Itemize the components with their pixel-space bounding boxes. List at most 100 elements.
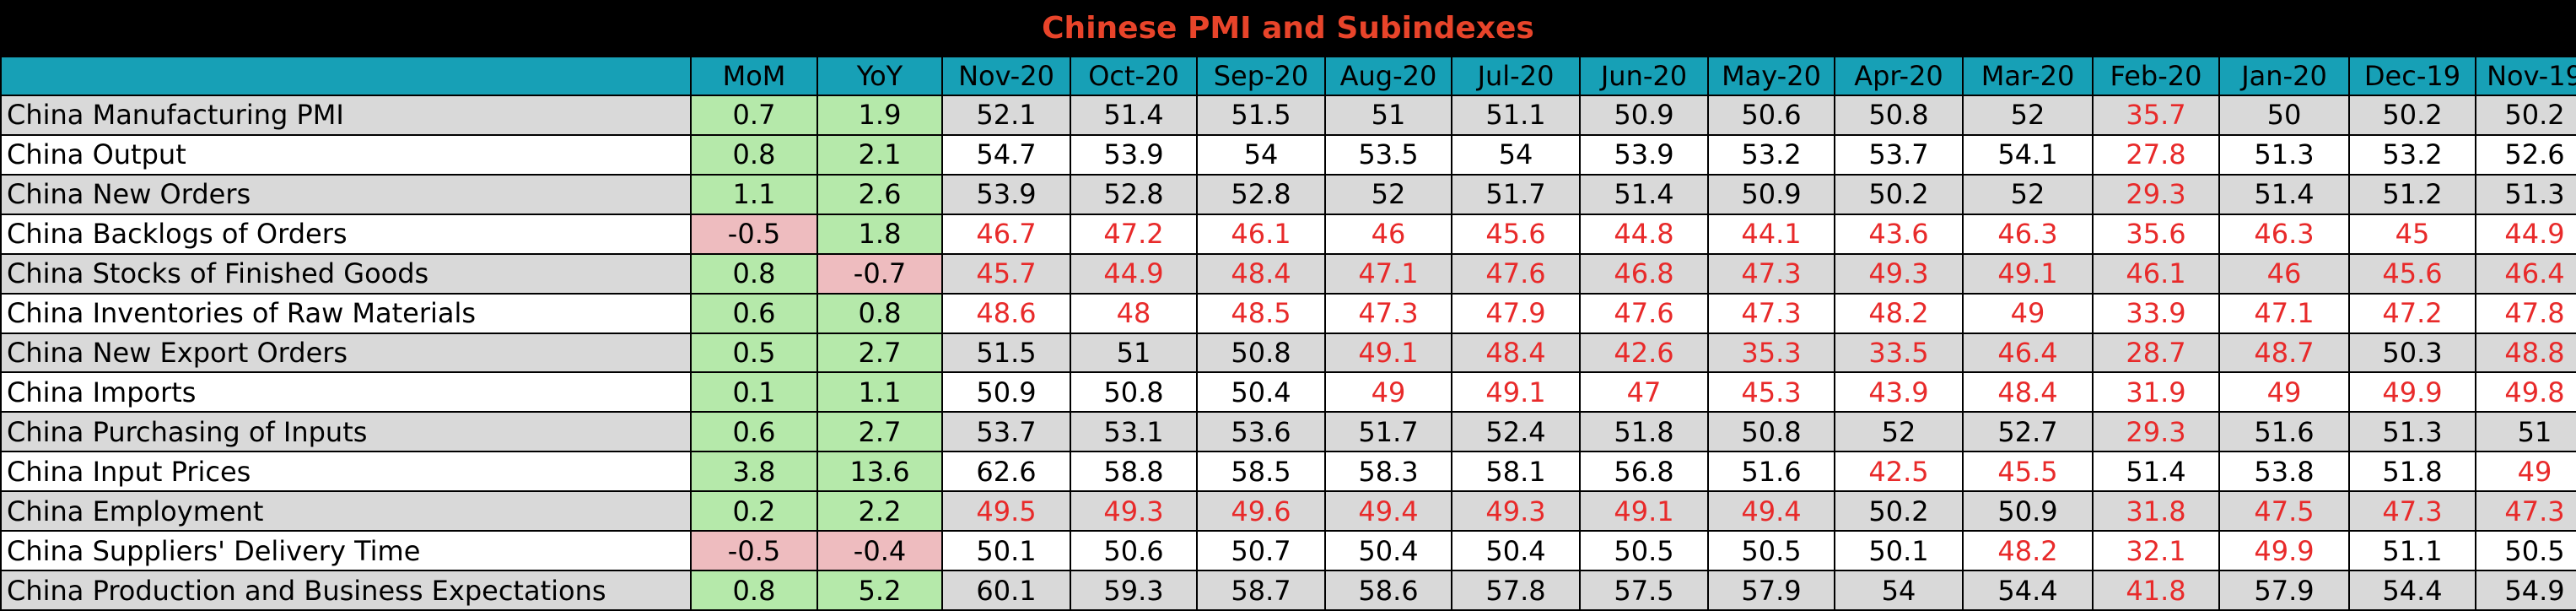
value-cell: 54.1 bbox=[1962, 133, 2094, 176]
mom-cell: 0.6 bbox=[690, 411, 818, 453]
value-cell: 46 bbox=[1324, 213, 1452, 255]
value-cell: 58.1 bbox=[1451, 451, 1581, 493]
value-cell: 54.7 bbox=[941, 133, 1071, 176]
value-cell: 50 bbox=[2218, 95, 2350, 136]
value-cell: 50.4 bbox=[1324, 530, 1452, 572]
value-cell: 51.3 bbox=[2348, 411, 2476, 453]
value-cell: 52.1 bbox=[941, 95, 1071, 136]
mom-cell: 0.8 bbox=[690, 252, 818, 295]
yoy-cell: 2.6 bbox=[816, 173, 943, 215]
value-cell: 51.2 bbox=[2348, 173, 2476, 215]
value-cell: 48.4 bbox=[1196, 252, 1326, 295]
value-cell: 53.1 bbox=[1070, 411, 1198, 453]
value-cell: 53.2 bbox=[2348, 133, 2476, 176]
value-cell: 54 bbox=[1451, 133, 1581, 176]
value-cell: 49.5 bbox=[941, 490, 1071, 533]
column-header: Sep-20 bbox=[1196, 56, 1326, 96]
table-row: China Purchasing of Inputs 0.6 2.7 53.7 53.1… bbox=[0, 411, 2576, 453]
column-header: Jul-20 bbox=[1451, 56, 1581, 96]
value-cell: 49.1 bbox=[1962, 252, 2094, 295]
value-cell: 50.2 bbox=[2348, 95, 2476, 136]
row-label: China Output bbox=[0, 133, 692, 176]
value-cell: 50.8 bbox=[1707, 411, 1835, 453]
value-cell: 50.2 bbox=[2475, 95, 2576, 136]
mom-cell: 0.8 bbox=[690, 133, 818, 176]
table-row: China Manufacturing PMI 0.7 1.9 52.1 51.4 51.… bbox=[0, 95, 2576, 136]
value-cell: 51.6 bbox=[1707, 451, 1835, 493]
value-cell: 48.7 bbox=[2218, 332, 2350, 374]
yoy-cell: 2.7 bbox=[816, 411, 943, 453]
value-cell: 47.6 bbox=[1579, 292, 1709, 334]
yoy-cell: 1.8 bbox=[816, 213, 943, 255]
yoy-cell: 5.2 bbox=[816, 570, 943, 611]
value-cell: 50.5 bbox=[1707, 530, 1835, 572]
value-cell: 42.5 bbox=[1834, 451, 1964, 493]
value-cell: 52.6 bbox=[2475, 133, 2576, 176]
value-cell: 52 bbox=[1834, 411, 1964, 453]
value-cell: 52.4 bbox=[1451, 411, 1581, 453]
value-cell: 51 bbox=[2475, 411, 2576, 453]
column-header: Apr-20 bbox=[1834, 56, 1964, 96]
value-cell: 51.4 bbox=[2092, 451, 2220, 493]
value-cell: 45 bbox=[2348, 213, 2476, 255]
value-cell: 35.3 bbox=[1707, 332, 1835, 374]
value-cell: 59.3 bbox=[1070, 570, 1198, 611]
value-cell: 49 bbox=[2218, 371, 2350, 414]
value-cell: 50.4 bbox=[1451, 530, 1581, 572]
value-cell: 53.7 bbox=[941, 411, 1071, 453]
mom-cell: -0.5 bbox=[690, 530, 818, 572]
yoy-cell: 2.7 bbox=[816, 332, 943, 374]
table-row: China Stocks of Finished Goods 0.8 -0.7 45.… bbox=[0, 252, 2576, 295]
value-cell: 44.9 bbox=[2475, 213, 2576, 255]
value-cell: 45.6 bbox=[2348, 252, 2476, 295]
value-cell: 50.9 bbox=[1579, 95, 1709, 136]
value-cell: 52 bbox=[1962, 95, 2094, 136]
value-cell: 58.7 bbox=[1196, 570, 1326, 611]
column-header: Jan-20 bbox=[2218, 56, 2350, 96]
value-cell: 32.1 bbox=[2092, 530, 2220, 572]
value-cell: 31.9 bbox=[2092, 371, 2220, 414]
value-cell: 47.6 bbox=[1451, 252, 1581, 295]
value-cell: 35.7 bbox=[2092, 95, 2220, 136]
value-cell: 44.8 bbox=[1579, 213, 1709, 255]
mom-cell: 3.8 bbox=[690, 451, 818, 493]
value-cell: 49.9 bbox=[2348, 371, 2476, 414]
value-cell: 48.8 bbox=[2475, 332, 2576, 374]
row-label: China Manufacturing PMI bbox=[0, 95, 692, 136]
value-cell: 48.4 bbox=[1451, 332, 1581, 374]
value-cell: 33.9 bbox=[2092, 292, 2220, 334]
value-cell: 51.4 bbox=[1579, 173, 1709, 215]
value-cell: 51.8 bbox=[2348, 451, 2476, 493]
mom-cell: 0.1 bbox=[690, 371, 818, 414]
value-cell: 49.3 bbox=[1451, 490, 1581, 533]
column-header: May-20 bbox=[1707, 56, 1835, 96]
value-cell: 51 bbox=[1070, 332, 1198, 374]
column-header: Oct-20 bbox=[1070, 56, 1198, 96]
value-cell: 49.1 bbox=[1451, 371, 1581, 414]
value-cell: 51.1 bbox=[1451, 95, 1581, 136]
value-cell: 49 bbox=[1962, 292, 2094, 334]
value-cell: 49.1 bbox=[1324, 332, 1452, 374]
value-cell: 50.8 bbox=[1196, 332, 1326, 374]
mom-cell: 0.5 bbox=[690, 332, 818, 374]
value-cell: 41.8 bbox=[2092, 570, 2220, 611]
yoy-cell: -0.4 bbox=[816, 530, 943, 572]
value-cell: 54.9 bbox=[2475, 570, 2576, 611]
yoy-cell: 2.1 bbox=[816, 133, 943, 176]
table-row: China Employment 0.2 2.2 49.5 49.3 49.6 49.4 49… bbox=[0, 490, 2576, 533]
value-cell: 46.7 bbox=[941, 213, 1071, 255]
value-cell: 60.1 bbox=[941, 570, 1071, 611]
value-cell: 62.6 bbox=[941, 451, 1071, 493]
row-label: China Inventories of Raw Materials bbox=[0, 292, 692, 334]
value-cell: 50.8 bbox=[1834, 95, 1964, 136]
value-cell: 49.8 bbox=[2475, 371, 2576, 414]
value-cell: 51.3 bbox=[2475, 173, 2576, 215]
value-cell: 48.4 bbox=[1962, 371, 2094, 414]
value-cell: 47.3 bbox=[2475, 490, 2576, 533]
table-row: China Suppliers' Delivery Time -0.5 -0.4 50… bbox=[0, 530, 2576, 572]
column-header: Aug-20 bbox=[1324, 56, 1452, 96]
value-cell: 51.8 bbox=[1579, 411, 1709, 453]
mom-cell: 1.1 bbox=[690, 173, 818, 215]
value-cell: 45.5 bbox=[1962, 451, 2094, 493]
